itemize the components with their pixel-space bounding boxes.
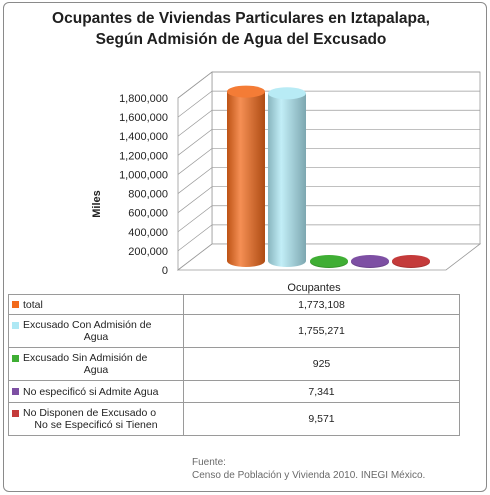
row-name-line: No se Especificó si Tienen xyxy=(34,419,158,431)
y-tick-label: 1,800,000 xyxy=(119,93,168,105)
source-label: Fuente: xyxy=(192,457,226,468)
row-value: 1,755,271 xyxy=(183,314,460,348)
gridline xyxy=(177,109,480,137)
y-tick-label: 800,000 xyxy=(128,189,168,201)
bar-cap xyxy=(351,255,389,267)
bar-4 xyxy=(351,255,389,268)
table-row: No Disponen de Excusado o No se Especific… xyxy=(8,402,460,436)
row-value: 7,341 xyxy=(183,380,460,403)
bar-2 xyxy=(268,87,306,267)
gridline xyxy=(177,205,480,233)
row-series-name: No Disponen de Excusado o No se Especific… xyxy=(8,402,184,436)
row-value: 925 xyxy=(183,347,460,381)
y-tick-label: 1,600,000 xyxy=(119,112,168,124)
row-series-name: No especificó si Admite Agua xyxy=(8,380,184,403)
gridline xyxy=(177,90,480,118)
bar-top xyxy=(268,87,306,100)
chart-title: Ocupantes de Viviendas Particulares en I… xyxy=(0,8,482,50)
y-tick-label: 200,000 xyxy=(128,246,168,258)
bar-cap xyxy=(310,255,348,267)
bars xyxy=(227,85,430,268)
y-tick-label: 600,000 xyxy=(128,208,168,220)
row-name-line: No Disponen de Excusado o xyxy=(23,407,157,419)
gridline xyxy=(177,128,480,156)
y-tick-label: 1,400,000 xyxy=(119,131,168,143)
bar-body xyxy=(227,91,265,268)
table-row: No especificó si Admite Agua 7,341 xyxy=(8,380,460,403)
plot-area xyxy=(176,71,482,271)
y-tick-label: 1,000,000 xyxy=(119,169,168,181)
y-axis-label: Miles xyxy=(91,190,103,218)
chart-title-line-2: Según Admisión de Agua del Excusado xyxy=(95,31,387,48)
row-name-line: Agua xyxy=(83,331,109,343)
y-tick-label: 0 xyxy=(162,265,168,277)
row-name-line: No especificó si Admite Agua xyxy=(23,385,159,398)
row-series-name: total xyxy=(8,294,184,315)
legend-swatch xyxy=(12,321,19,329)
bar-body xyxy=(268,93,306,267)
legend-swatch xyxy=(12,409,19,417)
y-tick-label: 400,000 xyxy=(128,227,168,239)
bar-chart: 0 200,000 400,000 600,000 800,000 1,000,000 1,… xyxy=(91,71,482,294)
row-name-line: total xyxy=(23,298,43,311)
legend-swatch xyxy=(12,388,19,396)
table-row: Excusado Sin Admisión de Agua 925 xyxy=(8,347,460,381)
row-value: 1,773,108 xyxy=(183,294,460,315)
bar-top xyxy=(227,85,265,98)
legend-swatch xyxy=(12,354,19,362)
y-tick-label: 1,200,000 xyxy=(119,150,168,162)
side-wall xyxy=(177,71,213,271)
gridline xyxy=(177,224,480,252)
bar-cap xyxy=(392,255,430,267)
gridline xyxy=(177,167,480,194)
row-series-name: Excusado Sin Admisión de Agua xyxy=(8,347,184,381)
row-name-line: Excusado Con Admisión de xyxy=(23,319,152,331)
table-row: total 1,773,108 xyxy=(8,294,460,315)
table-row: Excusado Con Admisión de Agua 1,755,271 xyxy=(8,314,460,348)
data-table: total 1,773,108 Excusado Con Admisión de Ag… xyxy=(8,294,460,436)
bar-3 xyxy=(310,255,348,268)
bar-1 xyxy=(227,85,265,268)
y-axis-ticks: 0 200,000 400,000 600,000 800,000 1,000,000 1,… xyxy=(119,93,168,277)
row-series-name: Excusado Con Admisión de Agua xyxy=(8,314,184,348)
source-text: Censo de Población y Vivienda 2010. INEG… xyxy=(192,470,426,481)
gridline xyxy=(177,186,480,213)
chart-title-line-1: Ocupantes de Viviendas Particulares en I… xyxy=(52,10,430,27)
legend-swatch xyxy=(12,301,19,309)
gridline xyxy=(177,148,480,175)
row-value: 9,571 xyxy=(183,402,460,436)
row-name-line: Excusado Sin Admisión de xyxy=(23,352,148,364)
x-axis-category-label: Ocupantes xyxy=(287,282,341,294)
gridline xyxy=(177,71,480,99)
row-name-line: Agua xyxy=(83,364,109,376)
bar-5 xyxy=(392,255,430,268)
source-note: Fuente: Censo de Población y Vivienda 20… xyxy=(192,456,425,482)
